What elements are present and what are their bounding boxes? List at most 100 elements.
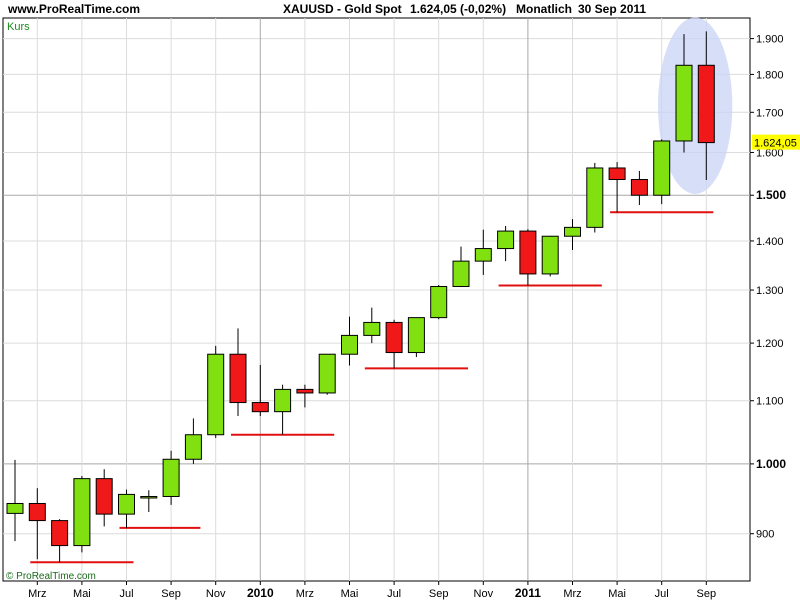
last-price-label: 1.624,05 [754, 138, 797, 150]
y-tick-label: 1.500 [756, 188, 786, 202]
candle [474, 229, 492, 275]
candle-body-up [675, 64, 693, 142]
candle [229, 328, 247, 416]
candle-body-down [385, 321, 403, 354]
candle [497, 225, 515, 262]
candle [586, 162, 604, 233]
candle-body-down [608, 167, 626, 181]
x-tick-label: Mai [73, 588, 91, 600]
candle [251, 364, 269, 416]
candle-body-down [95, 478, 113, 515]
candle [28, 488, 46, 560]
x-tick-label: Mrz [296, 588, 314, 600]
site-name[interactable]: www.ProRealTime.com [8, 2, 141, 16]
candle [675, 34, 693, 153]
candle [162, 450, 180, 505]
candle [697, 31, 715, 180]
y-tick-label: 1.300 [756, 285, 784, 297]
x-tick-label: 2011 [515, 586, 541, 600]
candle-body-up [73, 478, 91, 547]
candle-body-up [6, 502, 24, 514]
candle [118, 489, 135, 528]
candle [564, 219, 581, 251]
y-tick-label: 1.200 [756, 338, 784, 350]
x-axis: Mrz Mai Jul Sep Nov 2010 Mrz Mai Jul Sep Nov 2011 Mr… [28, 581, 716, 600]
candle-body-down [251, 402, 269, 413]
candle [184, 418, 202, 464]
copyright-text: © ProRealTime.com [6, 571, 96, 582]
candle-body-up [586, 167, 604, 228]
x-tick-label: Jul [655, 588, 669, 600]
y-tick-label: 1.000 [756, 457, 786, 471]
candle [653, 139, 671, 205]
chart-period: Monatlich [516, 2, 572, 16]
highlight-ellipse [658, 17, 733, 194]
highlight-layer [658, 17, 733, 194]
x-tick-label: Mai [341, 588, 359, 600]
candle [430, 284, 448, 320]
chart-header: www.ProRealTime.com XAUUSD - Gold Spot 1… [0, 0, 800, 18]
candle-body-up [140, 495, 158, 499]
x-tick-label: Mrz [563, 588, 581, 600]
candle [274, 384, 292, 435]
candle-body-up [318, 353, 336, 394]
candle [608, 162, 626, 213]
candle [363, 307, 381, 344]
candle [407, 317, 425, 358]
candle-body-up [497, 230, 515, 250]
candle [519, 229, 537, 286]
x-tick-label: Mai [608, 588, 626, 600]
y-tick-label: 1.900 [756, 34, 784, 46]
x-tick-label: Sep [697, 588, 717, 600]
y-tick-label: 1.100 [756, 396, 784, 408]
y-tick-label: 1.400 [756, 236, 784, 248]
last-price-tag: 1.624,05 [752, 134, 800, 150]
candle [452, 246, 470, 287]
candle-body-up [474, 248, 492, 262]
candle [207, 345, 225, 438]
y-tick-label: 1.700 [756, 107, 784, 119]
panel-label: Kurs [7, 21, 30, 33]
candle-body-up [452, 260, 470, 287]
candle-body-down [697, 64, 715, 144]
candle-body-down [229, 353, 247, 404]
y-tick-label: 1.600 [756, 147, 784, 159]
candle-body-down [519, 230, 537, 275]
candle-body-up [118, 493, 135, 515]
y-tick-label: 900 [756, 529, 774, 541]
candle-body-down [51, 520, 69, 547]
candle-body-up [207, 353, 225, 436]
candle-body-up [564, 226, 581, 237]
y-tick-label: 1.800 [756, 69, 784, 81]
candle [73, 475, 91, 553]
candle-body-up [407, 317, 425, 354]
candle [140, 490, 158, 512]
x-tick-label: Nov [206, 588, 226, 600]
candle-body-up [363, 321, 381, 336]
y-axis: 900 1.000 1.100 1.200 1.300 1.400 1.500 1.600 1.… [750, 34, 786, 541]
candle [341, 316, 358, 366]
last-price-background [752, 134, 800, 150]
candle-body-up [653, 140, 671, 196]
chart-date: 30 Sep 2011 [578, 2, 647, 16]
x-tick-label: Sep [161, 588, 181, 600]
candle-body-down [630, 179, 648, 196]
candle-body-up [541, 235, 559, 275]
candle [630, 170, 648, 206]
plot-area[interactable] [2, 17, 751, 582]
x-tick-label: Sep [429, 588, 449, 600]
candle-body-down [296, 388, 314, 394]
instrument-symbol: XAUUSD - Gold Spot [283, 2, 402, 16]
candle-body-up [162, 458, 180, 497]
x-tick-label: Mrz [28, 588, 46, 600]
instrument-price: 1.624,05 (-0,02%) [410, 2, 507, 16]
candle [6, 459, 24, 542]
x-tick-label: 2010 [247, 586, 274, 600]
candle [318, 353, 336, 395]
x-tick-label: Jul [119, 588, 133, 600]
candle [385, 319, 403, 369]
candles [6, 31, 715, 563]
candle [95, 469, 113, 527]
x-tick-label: Nov [474, 588, 494, 600]
